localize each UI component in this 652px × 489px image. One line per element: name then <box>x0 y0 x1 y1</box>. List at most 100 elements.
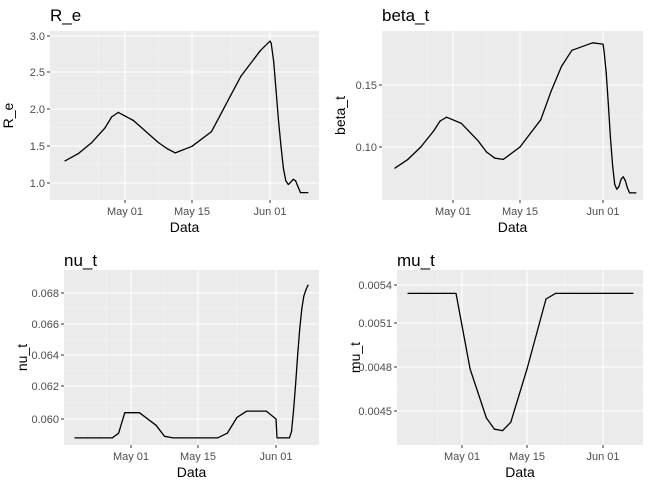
data-point <box>449 292 451 294</box>
x-tick-label: May 15 <box>180 451 216 463</box>
data-point <box>111 437 113 439</box>
data-point <box>86 437 88 439</box>
data-point <box>273 61 275 63</box>
chart-title: nu_t <box>64 251 97 270</box>
data-point <box>632 292 634 294</box>
data-point <box>301 308 303 310</box>
series-line <box>75 284 309 439</box>
y-tick-label: 1.0 <box>30 178 45 190</box>
data-point <box>99 437 101 439</box>
data-point <box>180 437 182 439</box>
data-point <box>407 292 409 294</box>
data-point <box>629 192 631 194</box>
data-point <box>611 292 613 294</box>
data-point <box>295 383 297 385</box>
data-point <box>155 424 157 426</box>
data-point <box>554 292 557 294</box>
chart-title: R_e <box>50 6 81 25</box>
data-point <box>285 180 287 182</box>
data-point <box>550 90 552 92</box>
panel-background <box>397 270 643 445</box>
chart-title: mu_t <box>397 251 435 270</box>
data-point <box>603 50 605 53</box>
data-point <box>407 158 409 160</box>
series-line <box>408 292 633 432</box>
data-point <box>216 437 219 439</box>
data-point <box>230 94 232 96</box>
series-line <box>394 42 636 194</box>
x-tick-label: May 15 <box>502 206 538 218</box>
data-point <box>64 160 66 162</box>
x-tick-label: Jun 01 <box>253 206 286 218</box>
chart-panel-beta-t: May 01 May 15 Jun 01 0.10 0.15 beta_t Data beta… <box>332 6 643 235</box>
data-point <box>307 284 309 286</box>
data-point <box>236 416 238 418</box>
data-point <box>615 292 617 294</box>
y-tick-label: 0.060 <box>31 414 59 426</box>
data-point <box>297 186 299 188</box>
data-point <box>299 192 302 194</box>
data-point <box>602 292 604 294</box>
data-point <box>290 431 293 433</box>
data-point <box>270 42 272 44</box>
data-point <box>297 353 299 355</box>
data-point <box>626 292 628 294</box>
x-tick-label: Jun 01 <box>586 206 619 218</box>
data-point <box>618 186 620 188</box>
data-point <box>288 437 290 439</box>
data-point <box>220 112 222 114</box>
y-axis-title: nu_t <box>14 344 30 371</box>
data-point <box>276 437 278 439</box>
data-point <box>433 130 435 132</box>
data-point <box>277 119 280 122</box>
data-point <box>635 192 637 194</box>
series-line <box>64 40 308 194</box>
data-point <box>502 430 504 432</box>
y-tick-label: 0.064 <box>31 350 59 362</box>
y-tick-label: 0.0051 <box>358 318 392 330</box>
data-point <box>240 75 242 77</box>
data-point <box>117 111 119 113</box>
y-tick-label: 0.0045 <box>358 406 392 418</box>
data-point <box>630 292 632 294</box>
data-point <box>612 165 614 167</box>
data-point <box>455 292 457 294</box>
y-tick-label: 1.5 <box>30 141 45 153</box>
data-point <box>124 412 126 414</box>
data-point <box>592 42 594 44</box>
data-point <box>431 292 433 294</box>
data-point <box>303 295 305 297</box>
y-tick-label: 0.10 <box>356 142 377 154</box>
data-point <box>602 43 604 45</box>
x-axis-title: Data <box>177 464 207 480</box>
data-point <box>132 119 134 122</box>
data-point <box>259 50 261 52</box>
data-point <box>626 187 629 189</box>
y-tick-label: 0.066 <box>31 319 59 331</box>
data-point <box>226 432 228 434</box>
data-point <box>460 122 462 124</box>
data-point <box>510 421 512 423</box>
chart-panel-R-e: May 01 May 15 Jun 01 1.0 1.5 2.0 2.5 3.0 R_e Data… <box>0 6 319 235</box>
data-point <box>91 142 93 144</box>
x-tick-label: May 01 <box>113 451 149 463</box>
y-tick-label: 3.0 <box>30 31 45 43</box>
data-point <box>477 140 479 142</box>
y-axis-title: beta_t <box>332 96 348 135</box>
data-point <box>633 192 635 194</box>
data-point <box>622 176 624 178</box>
data-point <box>614 183 616 185</box>
data-point <box>292 178 294 180</box>
data-point <box>628 292 630 294</box>
data-point <box>560 65 563 67</box>
y-tick-label: 0.0048 <box>358 362 392 374</box>
data-point <box>280 437 282 439</box>
data-point <box>304 192 306 194</box>
panel-background <box>382 31 643 200</box>
x-tick-label: May 15 <box>174 206 210 218</box>
y-axis-title: mu_t <box>347 342 363 373</box>
data-point <box>618 292 621 294</box>
y-axis-title: R_e <box>0 102 16 128</box>
data-point <box>265 410 267 412</box>
data-point <box>77 153 79 155</box>
